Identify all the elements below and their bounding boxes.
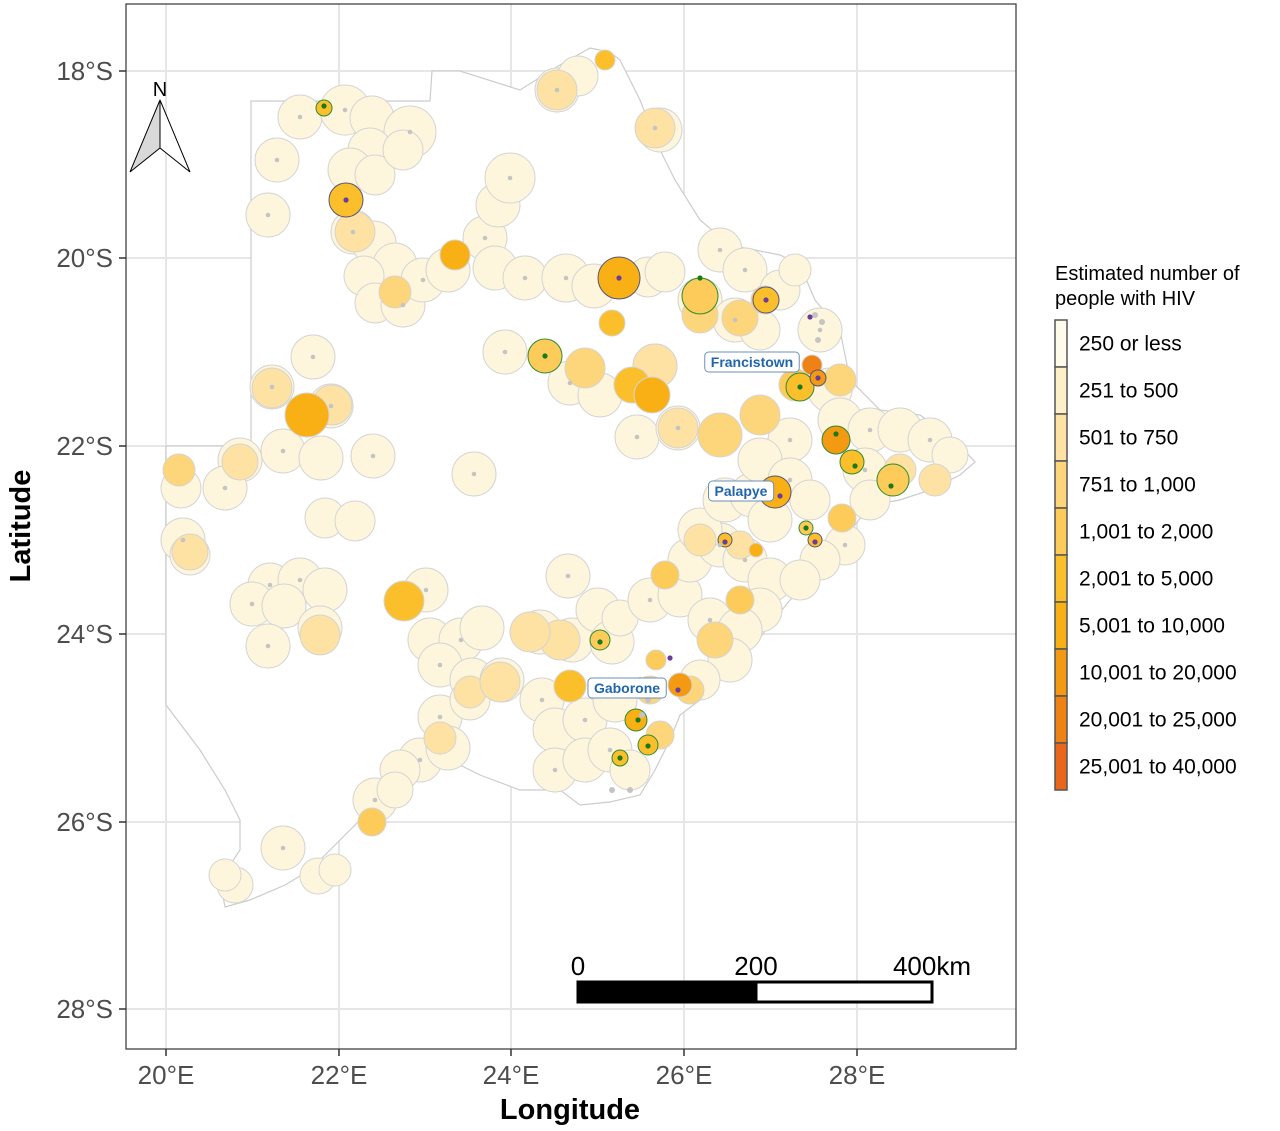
x-tick-label: 24°E: [483, 1060, 540, 1090]
legend-label: 20,001 to 25,000: [1079, 709, 1237, 732]
legend-title-line-1: Estimated number of: [1055, 263, 1240, 285]
legend-item: 2,001 to 5,000: [1054, 554, 1213, 603]
legend-item: 250 or less: [1054, 319, 1182, 368]
catchment-areas-mid: [162, 69, 952, 837]
city-labels: Francistown Palapye Gaborone: [587, 351, 800, 699]
legend-key: [1054, 319, 1068, 368]
x-tick-label: 26°E: [656, 1060, 713, 1090]
legend-item: 251 to 500: [1054, 366, 1178, 415]
north-arrow-icon: N: [129, 79, 191, 173]
scale-label-400: 400km: [893, 951, 971, 981]
facility-points: [321, 103, 894, 761]
legend-item: 20,001 to 25,000: [1054, 695, 1237, 744]
y-tick-label: 18°S: [56, 56, 113, 86]
legend-label: 5,001 to 10,000: [1079, 615, 1225, 638]
y-tick-label: 20°S: [56, 243, 113, 273]
y-tick-labels: 18°S 20°S 22°S 24°S 26°S 28°S: [56, 56, 113, 1024]
legend-item: 10,001 to 20,000: [1054, 648, 1237, 697]
legend-item: 1,001 to 2,000: [1054, 507, 1213, 556]
x-axis-title: Longitude: [500, 1094, 640, 1126]
legend-key: [1054, 601, 1068, 650]
legend-key: [1054, 648, 1068, 697]
city-label-palapye: Palapye: [708, 480, 775, 502]
svg-text:Gaborone: Gaborone: [594, 680, 660, 696]
legend-label: 251 to 500: [1079, 380, 1178, 403]
legend-label: 2,001 to 5,000: [1079, 568, 1213, 591]
x-tick-label: 22°E: [311, 1060, 368, 1090]
legend-label: 250 or less: [1079, 333, 1182, 356]
legend-label: 751 to 1,000: [1079, 474, 1196, 497]
svg-text:Francistown: Francistown: [711, 354, 793, 370]
legend-key: [1054, 413, 1068, 462]
y-tick-label: 26°S: [56, 807, 113, 837]
city-label-francistown: Francistown: [704, 351, 800, 373]
legend-label: 10,001 to 20,000: [1079, 662, 1237, 685]
legend-label: 1,001 to 2,000: [1079, 521, 1213, 544]
legend-key: [1054, 507, 1068, 556]
city-label-gaborone: Gaborone: [587, 677, 667, 699]
legend-title-line-2: people with HIV: [1055, 288, 1196, 310]
svg-text:Palapye: Palapye: [715, 483, 768, 499]
legend-key: [1054, 695, 1068, 744]
scale-label-200: 200: [734, 951, 777, 981]
legend-items: 250 or less 251 to 500 501 to 750 751 to 1,…: [1054, 319, 1237, 791]
y-tick-label: 28°S: [56, 994, 113, 1024]
legend-label: 25,001 to 40,000: [1079, 756, 1237, 779]
x-tick-label: 28°E: [829, 1060, 886, 1090]
y-tick-label: 22°S: [56, 431, 113, 461]
axis-ticks: [119, 70, 858, 1056]
x-tick-labels: 20°E 22°E 24°E 26°E 28°E: [138, 1060, 886, 1090]
legend-item: 751 to 1,000: [1054, 460, 1196, 509]
scale-label-0: 0: [571, 951, 585, 981]
legend-item: 5,001 to 10,000: [1054, 601, 1225, 650]
plot-border: [125, 3, 1017, 1050]
north-label: N: [153, 79, 167, 101]
x-tick-label: 20°E: [138, 1060, 195, 1090]
scale-bar: 0 200 400km: [571, 951, 971, 1004]
legend-item: 501 to 750: [1054, 413, 1178, 462]
legend-key: [1054, 366, 1068, 415]
y-tick-label: 24°S: [56, 619, 113, 649]
y-axis-title: Latitude: [5, 470, 37, 583]
legend-label: 501 to 750: [1079, 427, 1178, 450]
legend-key: [1054, 742, 1068, 791]
legend-key: [1054, 460, 1068, 509]
legend-key: [1054, 554, 1068, 603]
legend-item: 25,001 to 40,000: [1054, 742, 1237, 791]
legend: Estimated number of people with HIV 250 …: [1054, 263, 1240, 791]
